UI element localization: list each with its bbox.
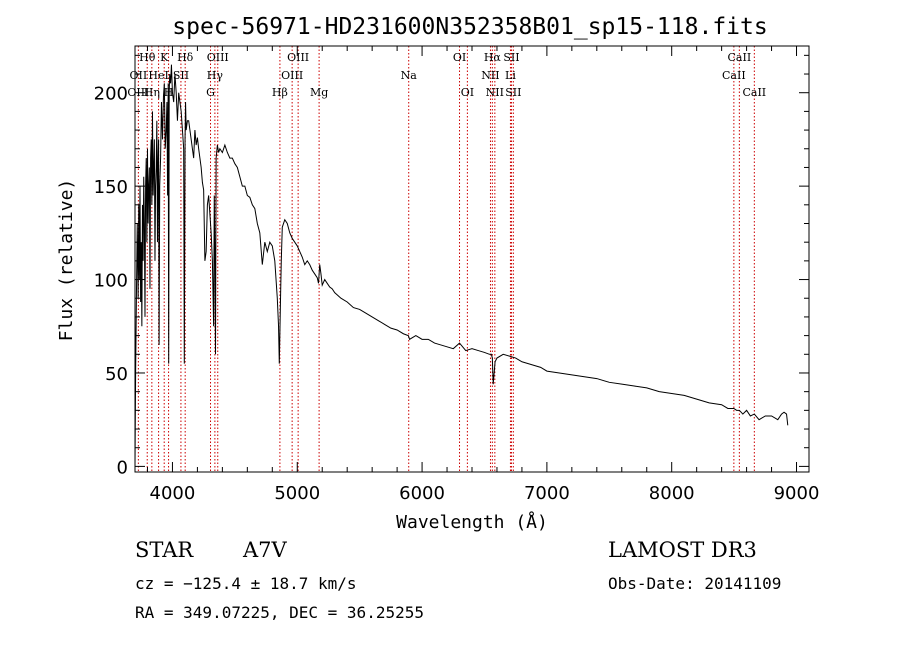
observation-date: Obs-Date: 20141109 [608,574,782,593]
x-tick-label: 4000 [150,483,196,504]
y-axis-label: Flux (relative) [56,179,77,342]
x-tick-label: 6000 [399,483,445,504]
redshift-velocity: cz = −125.4 ± 18.7 km/s [135,574,357,593]
line-label: CaII [722,69,746,82]
spectral-line-markers [137,46,755,472]
line-label: Hα [484,51,502,64]
line-label: SII [503,51,519,64]
object-subclass: A7V [243,538,287,562]
y-tick-label: 150 [94,177,128,198]
x-axis-ticks: 4000 5000 6000 7000 8000 9000 [146,46,820,504]
line-label: OI [461,86,474,99]
chart-title: spec-56971-HD231600N352358B01_sp15-118.f… [172,14,767,40]
line-label: Hθ [139,51,156,64]
spectrum-line [134,64,789,467]
y-tick-label: 200 [94,84,128,105]
x-tick-label: 5000 [274,483,320,504]
line-label: SII [505,86,521,99]
x-tick-label: 9000 [774,483,820,504]
line-label: Na [401,69,418,82]
line-label: OIII [281,69,303,82]
x-axis-label: Wavelength (Å) [396,511,548,533]
line-label: NII [486,86,504,99]
line-label: OIII [207,51,229,64]
y-tick-label: 50 [105,364,128,385]
plot-frame [134,45,810,473]
x-tick-label: 8000 [649,483,695,504]
line-label: Hη [144,86,160,99]
line-label: Li [505,69,516,82]
line-label: NII [481,69,499,82]
line-label: Mg [310,86,328,99]
y-tick-label: 100 [94,271,128,292]
line-label: SII [173,69,189,82]
line-label: CaII [742,86,766,99]
y-tick-label: 0 [117,457,128,478]
line-label: CaII [728,51,752,64]
line-label: Hγ [207,69,224,82]
object-class: STAR [135,538,194,562]
line-label: Hδ [177,51,194,64]
line-label: K [160,51,169,64]
line-label: OIII [287,51,309,64]
y-axis-ticks: 0 50 100 150 200 [94,54,809,478]
x-tick-label: 7000 [524,483,570,504]
survey-name: LAMOST DR3 [608,538,757,562]
sky-coordinates: RA = 349.07225, DEC = 36.25255 [135,603,424,622]
line-label: HeI [148,69,168,82]
line-label: G [206,86,215,99]
line-label: OII [130,69,148,82]
line-label: OI [453,51,466,64]
line-label: Hβ [272,86,288,99]
